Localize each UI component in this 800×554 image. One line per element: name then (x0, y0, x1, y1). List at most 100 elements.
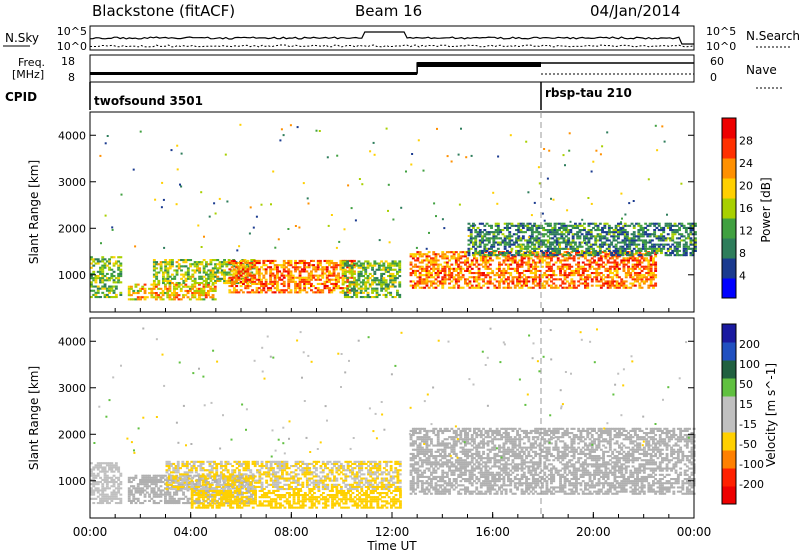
echo-cell (553, 249, 557, 252)
echo-cell (636, 280, 639, 283)
echo-cell (224, 477, 228, 480)
echo-cell (132, 499, 136, 502)
echo-cell (257, 272, 261, 275)
echo-cell (248, 274, 252, 277)
echo-cell (285, 479, 289, 482)
echo-cell (613, 265, 617, 268)
echo-cell (457, 284, 461, 287)
echo-cell (316, 276, 320, 279)
echo-cell (334, 285, 338, 288)
echo-cell (522, 280, 526, 283)
echo-cell (534, 255, 538, 258)
echo-cell (579, 267, 583, 270)
echo-cell (488, 263, 492, 266)
echo-cell (377, 266, 381, 269)
echo-cell (492, 241, 496, 244)
echo-cell (597, 259, 601, 262)
echo-cell (611, 272, 615, 275)
echo-cell (287, 274, 291, 277)
echo-cell (244, 460, 248, 463)
echo-cell (134, 292, 138, 295)
echo-cell (305, 477, 309, 480)
echo-cell (242, 264, 245, 267)
echo-cell (604, 253, 608, 256)
echo-cell (572, 280, 576, 283)
echo-cell (544, 239, 548, 242)
echo-cell (170, 495, 174, 498)
echo-cell (234, 495, 238, 498)
echo-cell (148, 495, 151, 498)
echo-cell (476, 252, 480, 255)
echo-cell (596, 245, 600, 248)
echo-cell (565, 263, 569, 266)
echo-cell (213, 477, 216, 480)
echo-cell (509, 274, 513, 277)
echo-cell (520, 265, 524, 268)
echo-cell (105, 485, 109, 488)
echo-cell (246, 272, 250, 275)
echo-cell (206, 488, 210, 491)
scatter-point (548, 149, 551, 152)
echo-cell (605, 243, 609, 246)
echo-cell (555, 239, 559, 242)
echo-cell (605, 222, 609, 225)
echo-cell (547, 269, 551, 272)
echo-cell (559, 253, 562, 256)
echo-cell (299, 483, 302, 486)
echo-cell (341, 274, 345, 277)
echo-cell (473, 257, 476, 260)
echo-cell (202, 499, 206, 502)
echo-cell (310, 276, 313, 279)
echo-cell (188, 477, 191, 480)
echo-cell (466, 269, 470, 272)
echo-cell (522, 282, 526, 285)
echo-cell (507, 286, 510, 289)
echo-cell (276, 475, 280, 478)
echo-cell (601, 235, 604, 238)
echo-cell (294, 465, 298, 468)
echo-cell (214, 259, 217, 262)
echo-cell (382, 277, 386, 280)
echo-cell (508, 233, 512, 236)
echo-cell (272, 479, 275, 482)
power-colorbar-tick-label: 20 (739, 180, 753, 193)
echo-cell (572, 255, 576, 258)
echo-cell (510, 254, 514, 257)
echo-cell (119, 497, 123, 500)
echo-cell (157, 489, 161, 492)
echo-cell (533, 222, 537, 225)
echo-cell (474, 247, 478, 250)
echo-cell (175, 493, 179, 496)
scatter-point (350, 207, 353, 210)
echo-cell (549, 224, 552, 227)
echo-cell (418, 276, 422, 279)
echo-cell (531, 261, 535, 264)
echo-cell (99, 281, 102, 284)
echo-cell (475, 284, 479, 287)
echo-cell (152, 269, 156, 272)
echo-cell (366, 287, 370, 290)
echo-cell (112, 275, 116, 278)
echo-cell (274, 462, 278, 465)
echo-cell (119, 275, 123, 278)
echo-cell (612, 249, 616, 252)
echo-cell (108, 495, 111, 498)
echo-cell (560, 226, 564, 229)
echo-cell (521, 243, 525, 246)
echo-cell (201, 462, 205, 465)
echo-cell (350, 287, 354, 290)
echo-cell (185, 465, 189, 468)
echo-cell (197, 485, 201, 488)
echo-cell (204, 285, 208, 288)
echo-cell (565, 286, 569, 289)
echo-cell (281, 485, 284, 488)
echo-cell (371, 264, 374, 267)
echo-cell (563, 282, 567, 285)
echo-cell (599, 280, 603, 283)
echo-cell (256, 481, 259, 484)
echo-cell (168, 497, 172, 500)
echo-cell (191, 287, 195, 290)
echo-cell (537, 241, 541, 244)
echo-cell (231, 481, 235, 484)
echo-cell (240, 481, 244, 484)
